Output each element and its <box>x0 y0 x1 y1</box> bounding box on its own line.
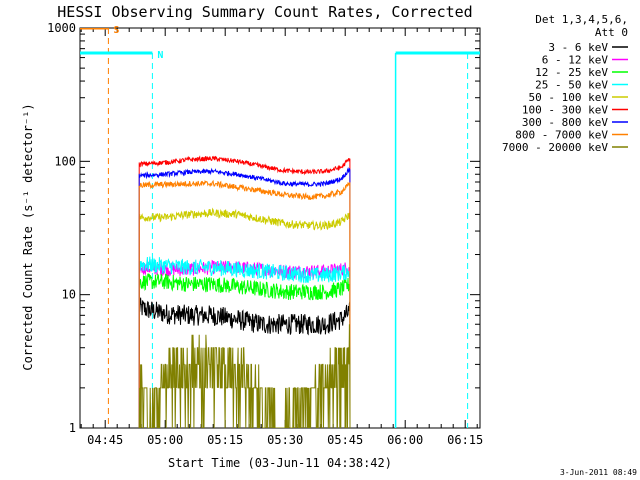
y-tick-label: 100 <box>54 154 76 168</box>
legend-entry-label: 7000 - 20000 keV <box>502 141 608 154</box>
legend-header: Det 1,3,4,5,6, <box>535 13 628 26</box>
y-tick-label: 10 <box>62 288 76 302</box>
chart-title: HESSI Observing Summary Count Rates, Cor… <box>57 3 472 21</box>
series-line <box>138 273 351 428</box>
series-line <box>138 297 351 428</box>
legend-header: Att 0 <box>595 26 628 39</box>
legend-entry-label: 6 - 12 keV <box>542 54 609 67</box>
series-line <box>138 179 351 428</box>
legend-entry-label: 300 - 800 keV <box>522 116 608 129</box>
plot-axes: 04:45 05:00 05:15 05:30 05:45 06:00 06:15 1 10 10… <box>47 21 483 447</box>
y-tick-label: 1000 <box>47 21 76 35</box>
legend-entry-label: 50 - 100 keV <box>529 91 609 104</box>
x-tick-label: 06:00 <box>387 433 423 447</box>
flag-label: S <box>113 25 119 36</box>
x-tick-label: 06:15 <box>447 433 483 447</box>
legend-entry-label: 3 - 6 keV <box>548 41 608 54</box>
flag-label: N <box>157 50 163 61</box>
y-axis-label: Corrected Count Rate (s⁻¹ detector⁻¹) <box>21 103 35 370</box>
series-line <box>138 166 351 428</box>
x-tick-label: 05:15 <box>207 433 243 447</box>
x-tick-label: 05:45 <box>327 433 363 447</box>
legend-entry-label: 12 - 25 keV <box>535 66 608 79</box>
timestamp: 3-Jun-2011 08:49 <box>560 468 637 477</box>
x-tick-label: 05:00 <box>147 433 183 447</box>
legend-entry-label: 800 - 7000 keV <box>515 129 608 142</box>
x-tick-label: 04:45 <box>87 433 123 447</box>
legend-entry-label: 25 - 50 keV <box>535 79 608 92</box>
series-line <box>138 207 351 428</box>
x-tick-label: 05:30 <box>267 433 303 447</box>
plot-marks: SN <box>80 25 480 428</box>
y-tick-label: 1 <box>69 421 76 435</box>
series-line <box>138 256 351 428</box>
series-line <box>138 155 351 428</box>
x-axis-label: Start Time (03-Jun-11 04:38:42) <box>168 456 392 470</box>
series-line <box>138 324 351 428</box>
legend-entry-label: 100 - 300 keV <box>522 104 608 117</box>
plot-frame <box>79 27 481 429</box>
